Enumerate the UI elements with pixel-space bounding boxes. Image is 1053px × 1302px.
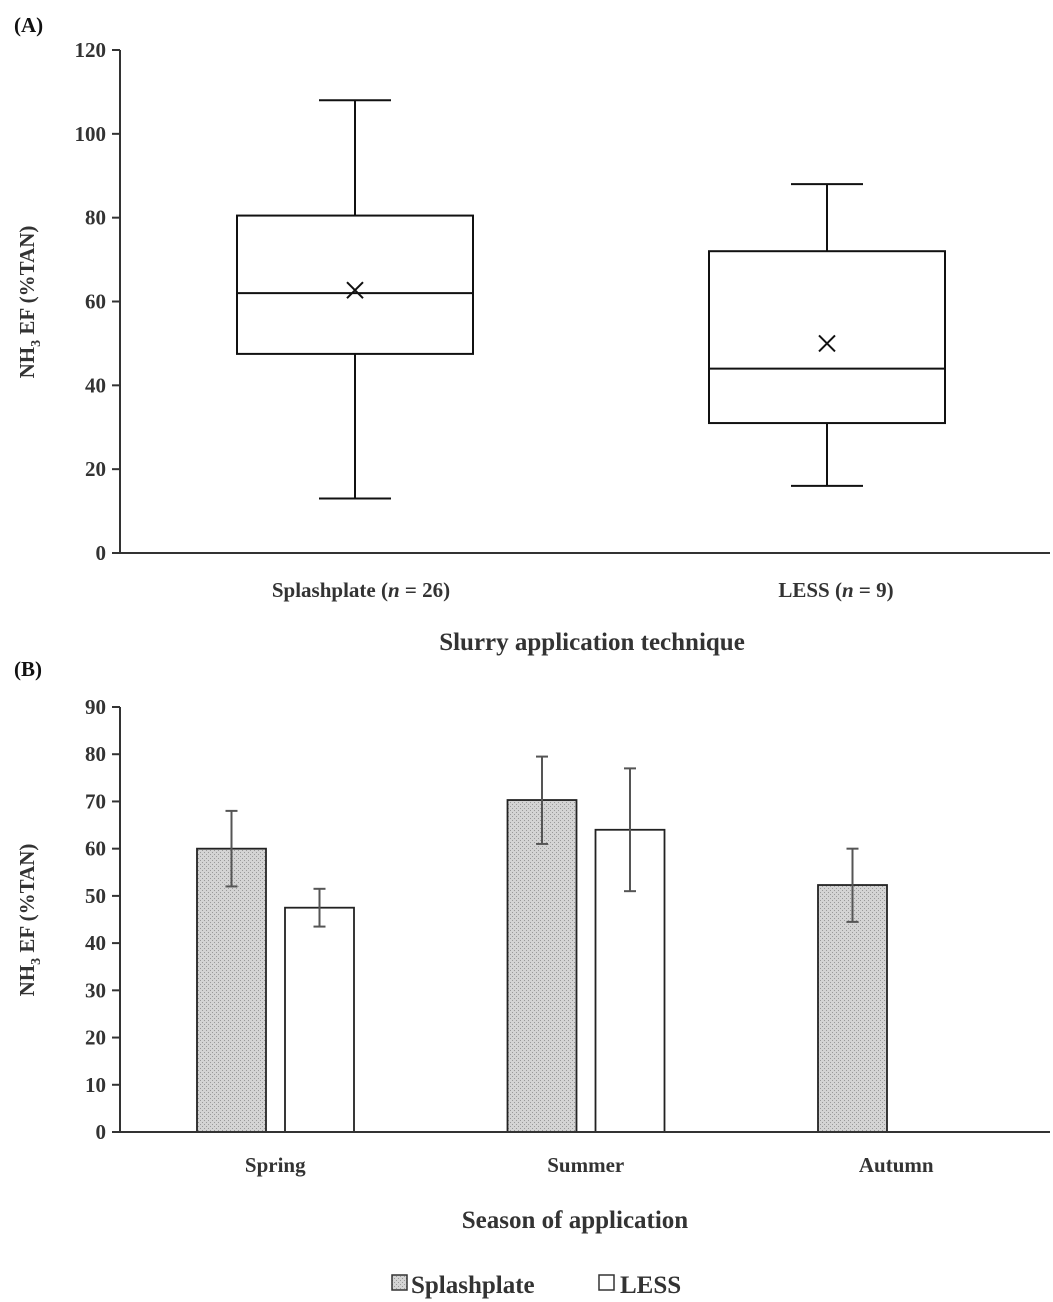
y-tick-label: 10 xyxy=(85,1073,106,1097)
x-axis-title: Slurry application technique xyxy=(439,629,745,656)
y-tick-label: 100 xyxy=(75,122,107,146)
bar xyxy=(506,799,578,1133)
x-axis-title: Season of application xyxy=(462,1207,689,1234)
y-tick-label: 90 xyxy=(85,695,106,719)
bar-group xyxy=(817,847,888,1133)
category-label: LESS (n = 9) xyxy=(778,578,893,602)
legend-label-splashplate: Splashplate xyxy=(411,1272,535,1299)
bar-group xyxy=(594,767,666,1133)
mean-marker xyxy=(346,281,364,299)
y-axis-ticks: 0 10 20 30 40 50 60 70 80 90 xyxy=(85,695,120,1144)
iqr-box xyxy=(236,214,474,355)
bar-group xyxy=(506,755,578,1133)
box xyxy=(236,99,474,500)
box-plot-panel: (A) 0 20 40 60 80 100 120 NH3 EF (%TAN) Splash… xyxy=(14,13,1050,656)
y-tick-label: 70 xyxy=(85,789,106,813)
y-tick-label: 30 xyxy=(85,978,106,1002)
iqr-box xyxy=(708,250,946,425)
y-tick-label: 120 xyxy=(75,38,107,62)
y-tick-label: 40 xyxy=(85,373,106,397)
bar xyxy=(196,847,267,1133)
y-tick-label: 20 xyxy=(85,1026,106,1050)
y-tick-label: 80 xyxy=(85,742,106,766)
legend-swatch-splashplate xyxy=(391,1274,408,1291)
y-axis-title: NH3 EF (%TAN) xyxy=(15,226,44,379)
bar-group xyxy=(284,887,355,1133)
panel-a-label: (A) xyxy=(14,13,43,37)
bar-chart-panel: (B) 0 10 20 30 40 50 60 70 80 90 NH3 EF (%TAN) Sp… xyxy=(14,657,1050,1299)
x-axis-categories: Spring Summer Autumn xyxy=(245,1153,934,1177)
x-axis-categories: Splashplate (n = 26) LESS (n = 9) xyxy=(272,578,894,602)
y-tick-label: 20 xyxy=(85,457,106,481)
category-label: Splashplate (n = 26) xyxy=(272,578,450,602)
y-tick-label: 50 xyxy=(85,884,106,908)
y-axis-ticks: 0 20 40 60 80 100 120 xyxy=(75,38,120,565)
y-tick-label: 40 xyxy=(85,931,106,955)
y-tick-label: 0 xyxy=(96,1120,107,1144)
legend-swatch-less xyxy=(598,1274,615,1291)
bar xyxy=(817,884,888,1133)
mean-marker xyxy=(818,334,836,353)
bars xyxy=(196,755,888,1133)
legend: Splashplate LESS xyxy=(391,1272,681,1299)
y-tick-label: 0 xyxy=(96,541,107,565)
panel-b-label: (B) xyxy=(14,657,42,681)
y-tick-label: 60 xyxy=(85,837,106,861)
y-axis-title: NH3 EF (%TAN) xyxy=(15,844,44,997)
box xyxy=(708,183,946,487)
bar xyxy=(284,906,355,1133)
y-tick-label: 80 xyxy=(85,206,106,230)
category-label: Summer xyxy=(547,1153,624,1177)
legend-label-less: LESS xyxy=(620,1272,681,1299)
bar-group xyxy=(196,809,267,1133)
category-label: Spring xyxy=(245,1153,306,1177)
y-tick-label: 60 xyxy=(85,290,106,314)
category-label: Autumn xyxy=(859,1153,934,1177)
boxes xyxy=(236,99,946,500)
